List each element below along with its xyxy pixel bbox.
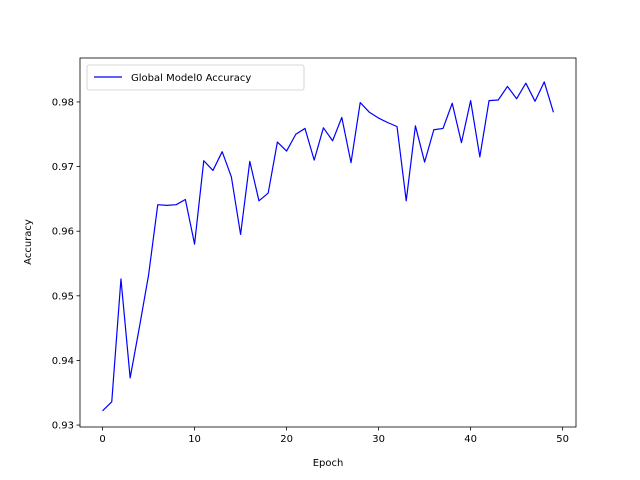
legend-entry-label: Global Model0 Accuracy	[131, 73, 251, 84]
y-tick-label: 0.94	[52, 356, 74, 367]
y-tick-label: 0.98	[52, 97, 74, 108]
plot-frame	[79, 57, 577, 428]
y-axis: 0.93 0.94 0.95 0.96 0.97 0.98	[52, 97, 80, 432]
x-tick-label: 0	[99, 434, 105, 445]
y-tick-label: 0.93	[52, 421, 74, 432]
x-axis-label: Epoch	[313, 458, 344, 469]
plot-area	[102, 81, 555, 412]
x-tick-label: 40	[464, 434, 477, 445]
y-tick-label: 0.95	[52, 291, 74, 302]
legend-box	[86, 64, 305, 91]
series-line-global-model0-accuracy	[102, 81, 555, 412]
x-tick-label: 10	[188, 434, 201, 445]
y-tick-label: 0.97	[52, 162, 74, 173]
x-tick-label: 50	[556, 434, 569, 445]
y-axis-label: Accuracy	[23, 219, 34, 265]
x-tick-label: 30	[372, 434, 385, 445]
x-axis: 0 10 20 30 40 50	[99, 427, 569, 445]
y-tick-label: 0.96	[52, 227, 74, 238]
legend: Global Model0 Accuracy	[86, 64, 305, 91]
x-tick-label: 20	[280, 434, 293, 445]
